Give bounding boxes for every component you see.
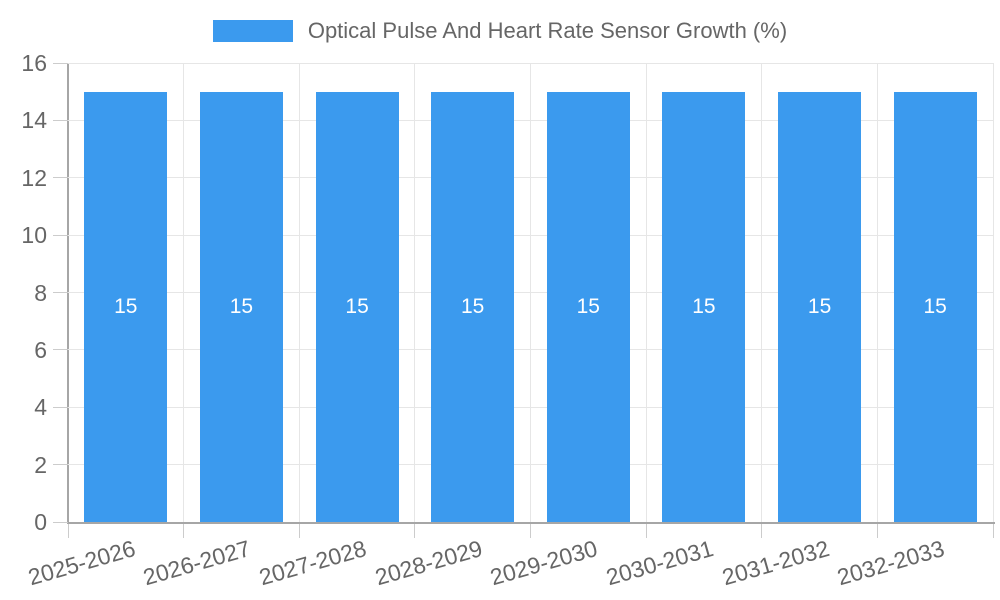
- v-gridline: [414, 63, 416, 522]
- bar-value-label: 15: [923, 294, 947, 318]
- x-axis-label: 2031-2032: [718, 535, 832, 591]
- bar-value-label: 15: [229, 294, 254, 318]
- x-axis-label: 2027-2028: [256, 535, 370, 591]
- bar[interactable]: 15: [778, 91, 862, 522]
- y-tick-mark: [53, 349, 68, 351]
- v-gridline: [876, 63, 878, 522]
- y-tick-mark: [53, 521, 68, 523]
- y-tick-mark: [53, 234, 68, 236]
- bar[interactable]: 15: [199, 91, 283, 522]
- y-axis-label: 6: [34, 336, 47, 363]
- bar-value-label: 15: [461, 294, 485, 318]
- bar-value-label: 15: [807, 294, 832, 318]
- bar[interactable]: 15: [662, 91, 746, 522]
- y-axis-label: 10: [21, 222, 47, 249]
- x-axis-label: 2030-2031: [603, 535, 717, 591]
- x-axis-label: 2026-2027: [140, 535, 254, 591]
- x-tick-mark: [183, 524, 185, 538]
- bar-value-label: 15: [114, 294, 138, 318]
- y-axis-label: 12: [21, 164, 47, 191]
- x-tick-mark: [67, 524, 69, 538]
- bar[interactable]: 15: [893, 91, 977, 522]
- x-axis-label: 2028-2029: [371, 535, 485, 591]
- chart-legend[interactable]: Optical Pulse And Heart Rate Sensor Grow…: [0, 17, 1000, 45]
- y-tick-mark: [53, 406, 68, 408]
- y-axis-line: [67, 63, 69, 524]
- bar-value-label: 15: [692, 294, 716, 318]
- bar-value-label: 15: [345, 294, 369, 318]
- y-axis-label: 4: [34, 394, 47, 421]
- v-gridline: [645, 63, 647, 522]
- legend-label: Optical Pulse And Heart Rate Sensor Grow…: [307, 18, 788, 43]
- y-tick-mark: [53, 464, 68, 466]
- y-tick-mark: [53, 119, 68, 121]
- bar[interactable]: 15: [315, 91, 399, 522]
- x-axis-label: 2032-2033: [834, 535, 948, 591]
- x-axis-line: [67, 522, 995, 524]
- bar[interactable]: 15: [84, 91, 168, 522]
- x-tick-mark: [761, 524, 763, 538]
- x-axis-label: 2025-2026: [25, 535, 138, 591]
- v-gridline: [530, 63, 531, 522]
- y-tick-mark: [53, 177, 68, 179]
- bar-value-label: 15: [576, 294, 600, 318]
- v-gridline: [761, 63, 763, 522]
- x-tick-mark: [992, 524, 994, 538]
- x-tick-mark: [876, 524, 878, 538]
- bar[interactable]: 15: [431, 91, 515, 522]
- y-tick-mark: [53, 292, 68, 293]
- v-gridline: [992, 63, 994, 522]
- x-axis-label: 2029-2030: [487, 535, 601, 591]
- x-tick-mark: [298, 524, 300, 538]
- y-axis-label: 2: [34, 451, 47, 478]
- bar[interactable]: 15: [546, 91, 630, 522]
- legend-swatch: [212, 20, 293, 42]
- v-gridline: [298, 63, 300, 522]
- v-gridline: [183, 63, 185, 522]
- y-axis-label: 14: [21, 107, 47, 134]
- y-tick-mark: [53, 62, 68, 64]
- y-axis-label: 0: [34, 509, 47, 535]
- y-axis-label: 16: [21, 50, 47, 76]
- x-tick-mark: [530, 524, 531, 538]
- y-axis-label: 8: [34, 279, 47, 306]
- x-tick-mark: [645, 524, 647, 538]
- x-tick-mark: [414, 524, 416, 538]
